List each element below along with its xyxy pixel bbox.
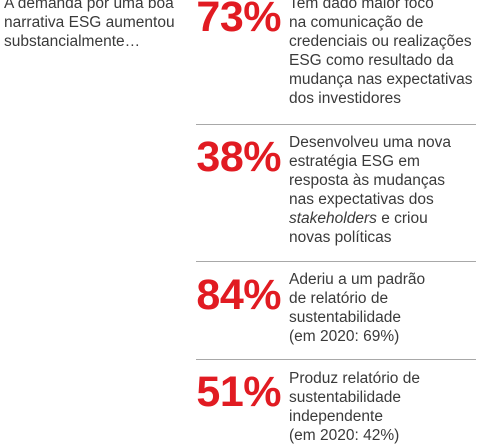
stakeholders-emphasis: stakeholders: [289, 210, 377, 227]
divider: [196, 261, 476, 262]
intro-line: A demanda por uma boa: [4, 0, 174, 12]
stat-description-line: ESG como resultado da: [289, 52, 454, 69]
stat-description-line: estratégia ESG em: [289, 153, 420, 170]
stat-description-line: (em 2020: 69%): [289, 328, 400, 345]
stat-description-line: novas políticas: [289, 229, 392, 246]
stat-description: Aderiu a um padrão de relatório de suste…: [289, 270, 479, 346]
stat-description-line: mudança nas expectativas: [289, 71, 473, 88]
stat-description-line: resposta às mudanças: [289, 172, 445, 189]
stat-percent: 38%: [196, 133, 281, 181]
stat-description-line: Aderiu a um padrão: [289, 271, 426, 288]
intro-line: narrativa ESG aumentou: [4, 14, 175, 31]
stat-description-line: sustentabilidade: [289, 309, 402, 326]
stat-description-line: nas expectativas dos: [289, 191, 434, 208]
stat-percent: 51%: [196, 368, 281, 416]
stat-description-line: na comunicação de: [289, 14, 424, 31]
intro-text: A demanda por uma boa narrativa ESG aume…: [4, 0, 194, 51]
stat-description-line: Produz relatório de: [289, 370, 420, 387]
stat-description-line: credenciais ou realizações: [289, 33, 472, 50]
divider: [196, 124, 476, 125]
stat-description: Produz relatório de sustentabilidade ind…: [289, 369, 479, 445]
stat-description: Desenvolveu uma nova estratégia ESG em r…: [289, 133, 479, 247]
stat-description-line: dos investidores: [289, 90, 402, 107]
stat-percent: 84%: [196, 271, 281, 319]
divider: [196, 359, 476, 360]
stat-description-line: Tem dado maior foco: [289, 0, 434, 12]
stat-percent: 73%: [196, 0, 281, 41]
stat-description-line: independente: [289, 408, 383, 425]
stat-description-line: sustentabilidade: [289, 389, 402, 406]
stat-description-line: Desenvolveu uma nova: [289, 134, 451, 151]
stat-description-line: de relatório de: [289, 290, 389, 307]
stat-description-fragment: e criou: [376, 210, 428, 227]
intro-line: substancialmente…: [4, 33, 141, 50]
stat-description: Tem dado maior foco na comunicação de cr…: [289, 0, 479, 108]
stat-description-line: stakeholders e criou: [289, 209, 479, 228]
stat-description-line: (em 2020: 42%): [289, 427, 400, 444]
